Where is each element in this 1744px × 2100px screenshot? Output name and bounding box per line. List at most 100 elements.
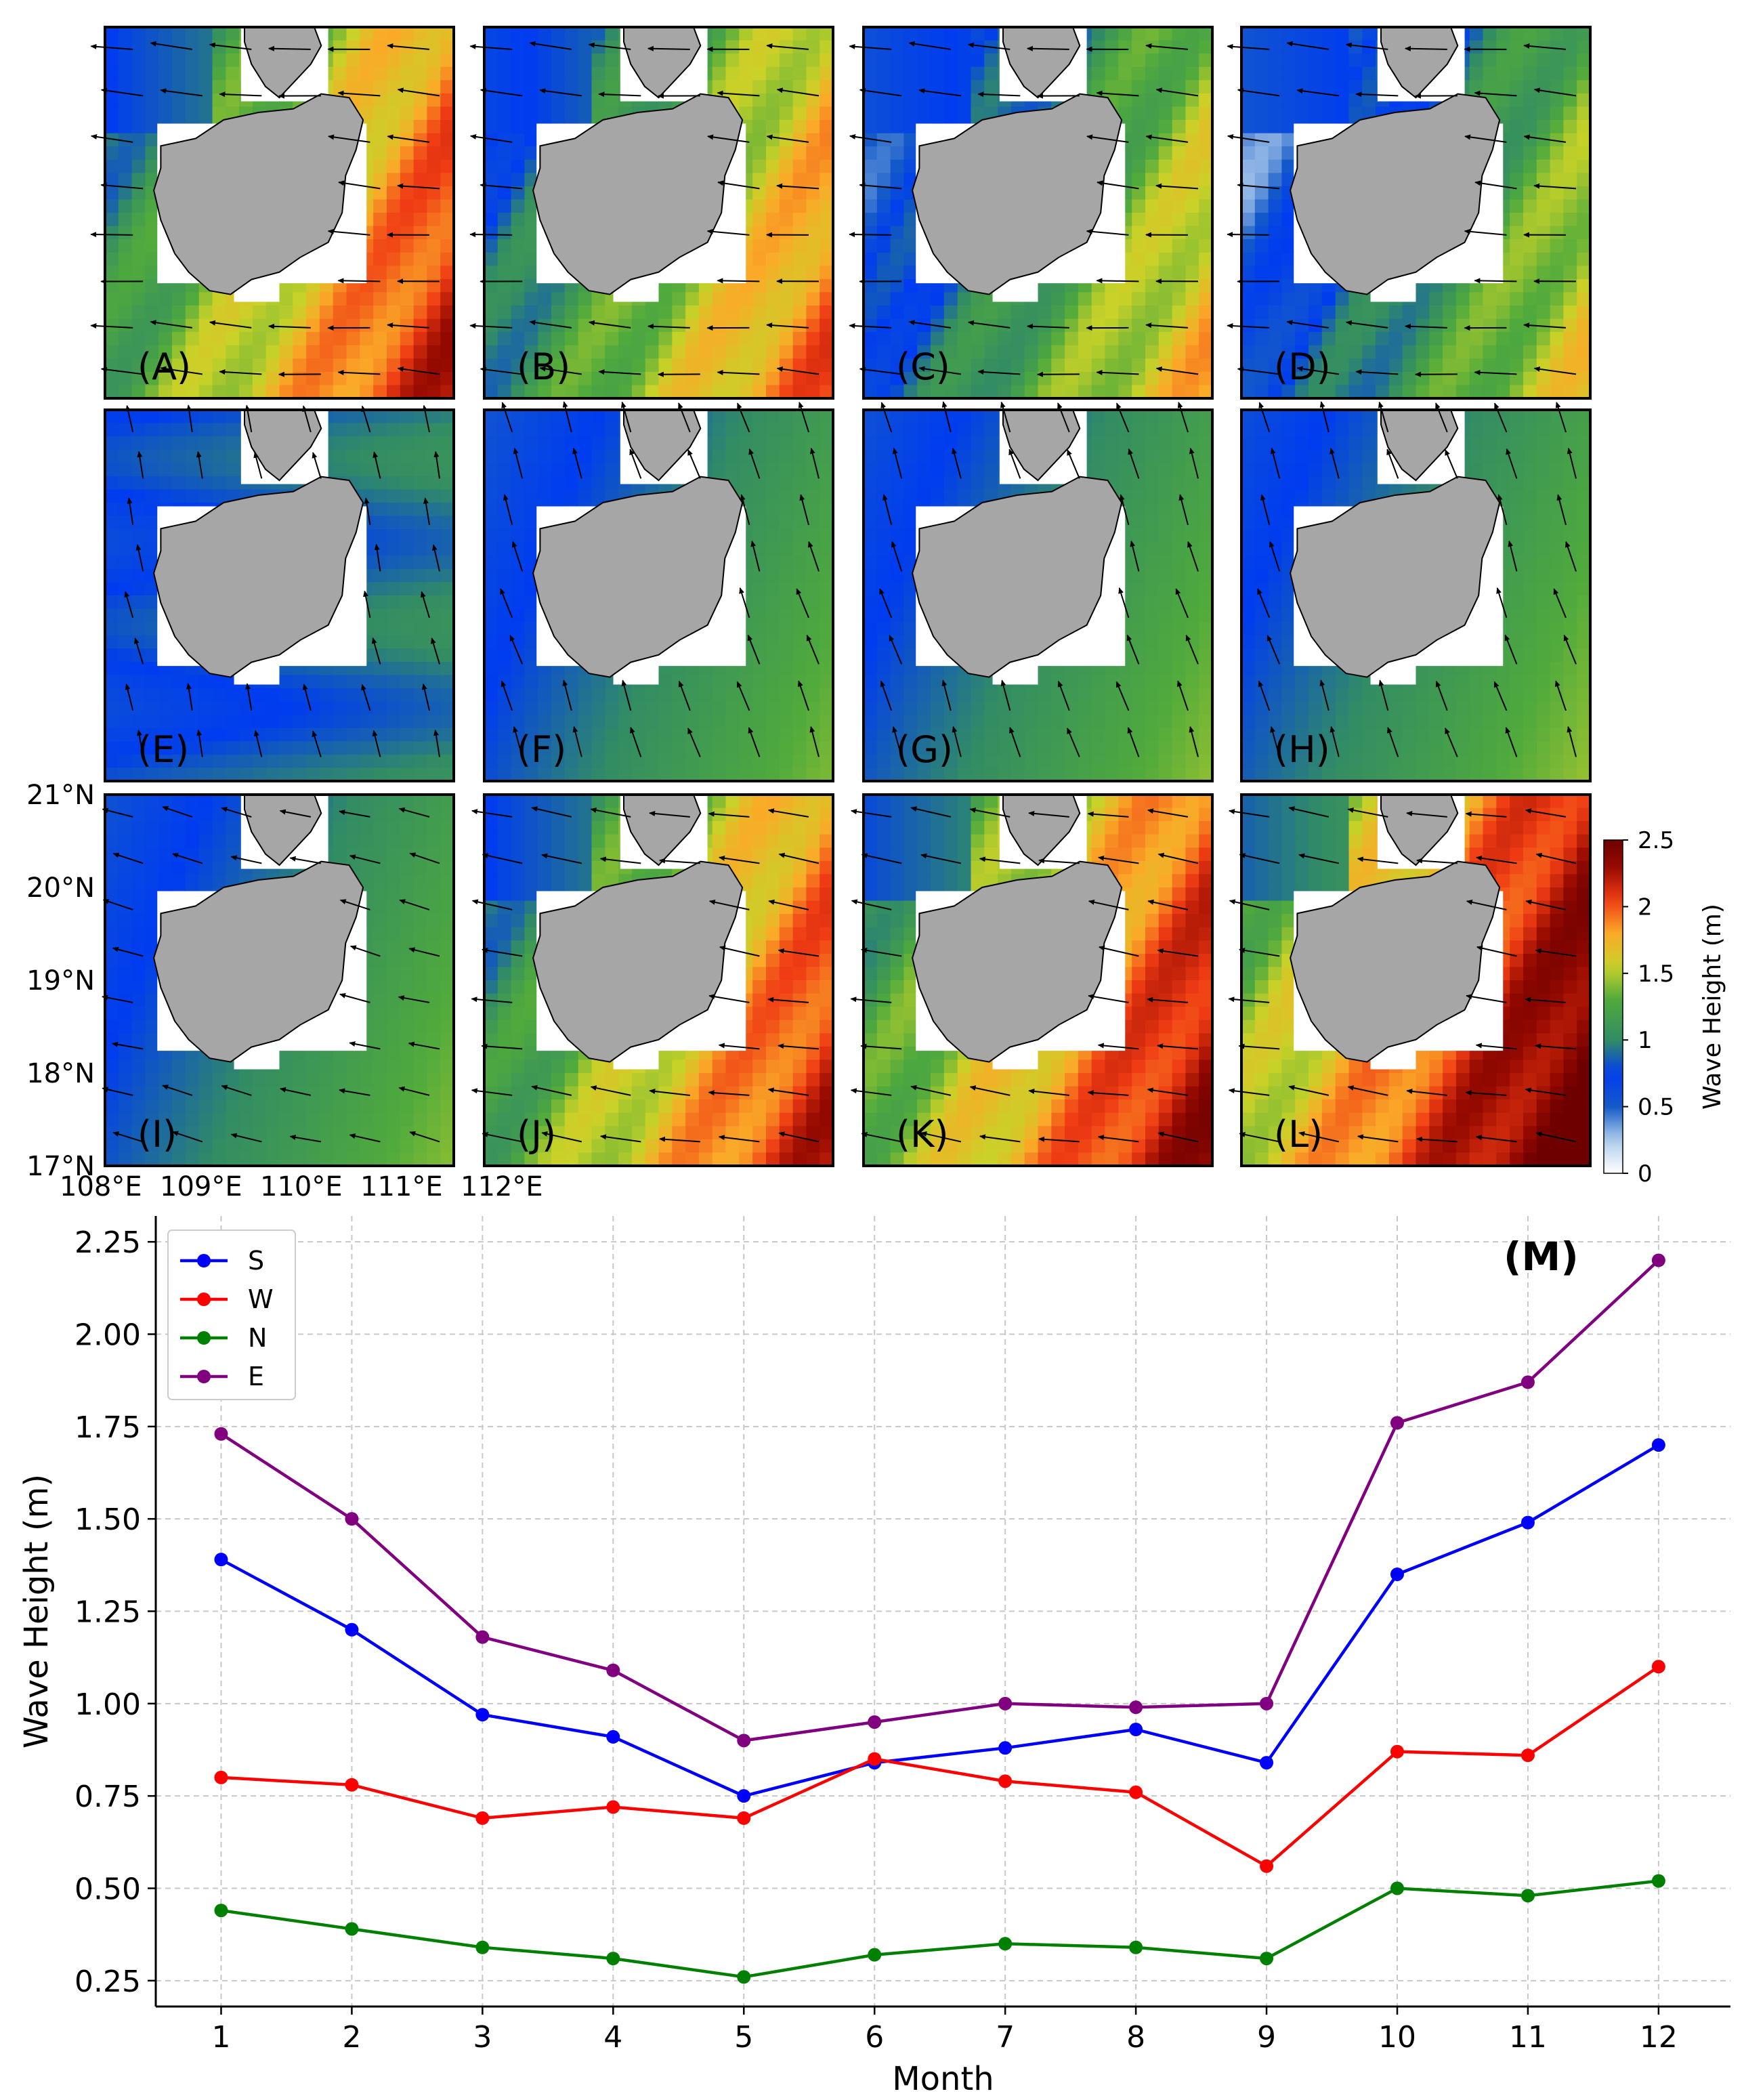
wave-cell: [400, 688, 414, 702]
wave-cell: [413, 226, 428, 240]
wave-cell: [105, 675, 119, 689]
wave-cell: [792, 449, 807, 464]
wave-cell: [172, 345, 186, 360]
wave-cell: [876, 385, 891, 399]
wave-cell: [306, 318, 320, 333]
wave-cell: [387, 371, 401, 386]
wave-cell: [864, 120, 878, 134]
wave-cell: [779, 213, 794, 227]
wind-arrow: [766, 134, 809, 143]
wave-cell: [820, 595, 834, 610]
wave-cell: [876, 278, 891, 293]
wave-cell: [497, 675, 512, 689]
wave-cell: [538, 688, 552, 702]
wave-cell: [198, 701, 213, 715]
wave-cell: [551, 106, 566, 121]
wave-cell: [1065, 385, 1079, 399]
wave-cell: [400, 306, 414, 320]
wave-cell: [118, 449, 133, 464]
wave-cell: [1024, 754, 1039, 769]
wave-cell: [1523, 120, 1537, 134]
wave-cell: [145, 410, 159, 424]
wave-cell: [373, 173, 387, 187]
wave-cell: [400, 213, 414, 227]
wave-cell: [145, 423, 159, 437]
wave-cell: [917, 675, 931, 689]
wave-cell: [105, 106, 119, 121]
wave-cell: [524, 701, 538, 715]
wave-cell: [1172, 278, 1187, 293]
wave-cell: [984, 385, 998, 399]
wave-cell: [497, 133, 512, 147]
map-panel: (D): [1227, 26, 1592, 400]
wave-cell: [198, 345, 213, 360]
wave-cell: [1185, 358, 1199, 373]
wave-cell: [400, 595, 414, 610]
wave-cell: [779, 332, 794, 346]
wave-cell: [484, 768, 498, 782]
wave-cell: [172, 675, 186, 689]
wave-cell: [1011, 754, 1025, 769]
wave-cell: [265, 688, 280, 702]
wave-cell: [1172, 120, 1187, 134]
wave-cell: [105, 489, 119, 503]
wave-cell: [957, 754, 972, 769]
wave-cell: [538, 489, 552, 503]
wave-cell: [864, 226, 878, 240]
wave-cell: [1510, 318, 1524, 333]
wave-cell: [712, 66, 727, 81]
wave-cell: [1335, 306, 1350, 320]
wave-cell: [1024, 768, 1039, 782]
wave-cell: [293, 358, 307, 373]
wave-cell: [725, 768, 740, 782]
wave-cell: [1038, 345, 1052, 360]
wave-cell: [864, 146, 878, 161]
wave-cell: [1199, 199, 1213, 213]
wave-cell: [698, 306, 713, 320]
wave-cell: [864, 675, 878, 689]
wave-cell: [1011, 385, 1025, 399]
wave-cell: [172, 332, 186, 346]
wave-cell: [118, 741, 133, 755]
wave-cell: [591, 449, 606, 464]
wave-cell: [903, 54, 918, 68]
wave-cell: [578, 688, 593, 702]
wave-cell: [158, 345, 173, 360]
wave-cell: [373, 252, 387, 267]
wave-cell: [1185, 80, 1199, 94]
wave-cell: [564, 40, 579, 54]
wave-cell: [387, 728, 401, 742]
wave-cell: [497, 436, 512, 450]
wave-cell: [1172, 93, 1187, 108]
wave-cell: [484, 226, 498, 240]
wave-cell: [484, 449, 498, 464]
wave-cell: [131, 503, 146, 517]
panel-label: (A): [137, 345, 191, 388]
wave-cell: [698, 715, 713, 729]
wave-cell: [198, 318, 213, 333]
wave-cell: [605, 688, 619, 702]
wave-cell: [792, 239, 807, 253]
wave-cell: [1563, 159, 1577, 174]
wave-cell: [427, 371, 441, 386]
wind-arrow: [859, 87, 902, 97]
wave-cell: [1376, 318, 1390, 333]
wave-cell: [564, 306, 579, 320]
wave-cell: [1321, 27, 1336, 41]
wave-cell: [333, 306, 347, 320]
wave-cell: [440, 306, 454, 320]
wave-cell: [779, 449, 794, 464]
wave-cell: [712, 292, 727, 306]
wave-cell: [1577, 332, 1591, 346]
wave-cell: [1321, 345, 1336, 360]
wave-cell: [792, 542, 807, 557]
wave-cell: [185, 385, 200, 399]
wave-cell: [185, 371, 200, 386]
wave-cell: [198, 40, 213, 54]
wave-cell: [306, 715, 320, 729]
wave-cell: [105, 648, 119, 663]
wave-cell: [293, 292, 307, 306]
wave-cell: [440, 371, 454, 386]
wave-cell: [413, 449, 428, 464]
wave-cell: [279, 306, 294, 320]
